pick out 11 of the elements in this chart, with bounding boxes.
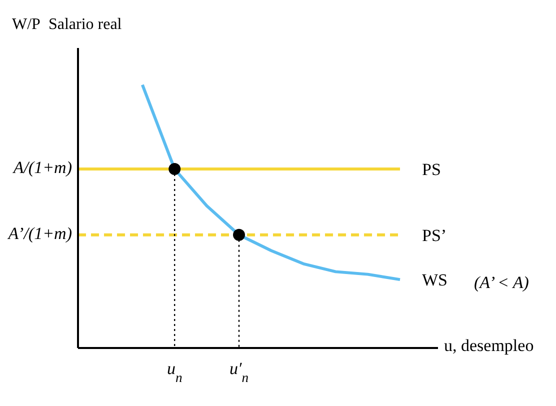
series-label: PS <box>422 160 441 180</box>
x-tick-label: u$_{n}$ <box>166 359 182 384</box>
x-tick-label: u′$_{n}$ <box>229 359 249 384</box>
text: A’/(1+m) <box>8 224 72 244</box>
x-axis-title: u, desempleo <box>444 336 534 356</box>
series-label: PS’ <box>422 226 447 245</box>
text: (A’ < A) <box>474 273 529 293</box>
series-label: WS <box>422 270 448 290</box>
text: A/(1+m) <box>13 158 72 178</box>
text: W/P <box>12 16 40 34</box>
y-axis-title: Salario real <box>48 16 122 34</box>
